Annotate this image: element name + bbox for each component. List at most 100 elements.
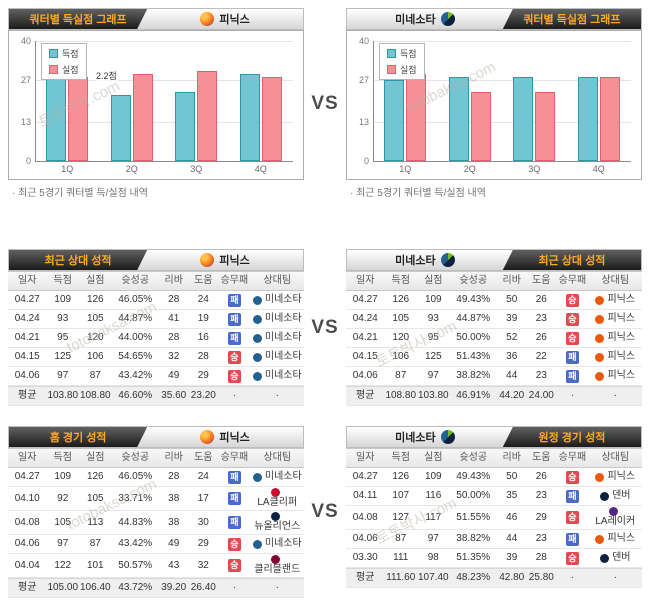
table-row: 04.27 109 126 46.05% 28 24 패 미네소타 — [8, 468, 304, 487]
fg-pct-cell: 46.05% — [118, 294, 153, 305]
scored-bar — [239, 74, 260, 161]
away-team-bar: 미네소타 — [347, 9, 503, 29]
column-header: 실점 — [86, 275, 105, 286]
conceded-bar — [261, 77, 282, 161]
points-against-cell: 126 — [86, 294, 104, 305]
result-badge: 패 — [565, 489, 579, 503]
opponent-cell: 피닉스 — [589, 530, 642, 548]
conceded-bar — [406, 74, 427, 161]
date-cell: 04.21 — [14, 332, 40, 343]
assists-cell: 29 — [197, 370, 209, 381]
date-cell: 04.21 — [352, 332, 378, 343]
result-badge: 승 — [565, 511, 579, 524]
y-axis-label: 27 — [20, 75, 31, 85]
column-header: 리바 — [502, 452, 521, 463]
column-header: 득점 — [53, 275, 72, 286]
away-venue-table: 토토박사.com 일자 득점 실점 슛성공 리바 도움 승무패 상대팀 04.27 126 109 4… — [346, 448, 642, 588]
points-cell: 109 — [54, 471, 72, 482]
assists-cell: 23 — [535, 533, 547, 544]
y-axis — [35, 41, 36, 161]
assists-cell: 29 — [197, 538, 209, 549]
section-title-bar: 쿼터별 득실점 그래프 — [502, 9, 641, 29]
opponent-name: 덴버 — [612, 552, 631, 563]
section-title: 홈 경기 성적 — [49, 432, 107, 444]
opponent-name: LA레이커 — [595, 516, 636, 527]
opponent-logo-icon — [252, 295, 262, 305]
date-cell: 04.04 — [14, 559, 40, 571]
column-header: 득점 — [53, 452, 72, 463]
points-against-cell: 113 — [87, 516, 104, 528]
assists-cell: 28 — [535, 552, 547, 563]
opponent-cell: 미네소타 — [251, 468, 304, 486]
assists-cell: 26 — [535, 294, 547, 305]
fg-pct-cell: 46.91% — [456, 390, 491, 401]
fg-pct-cell: 50.57% — [118, 559, 153, 571]
date-cell: 03.30 — [352, 552, 378, 563]
points-cell: 122 — [54, 559, 72, 571]
fg-pct-cell: 46.60% — [118, 390, 153, 401]
chart-footnote: · 최근 5경기 쿼터별 득/실점 내역 — [350, 188, 486, 199]
legend-swatch — [387, 49, 396, 58]
points-cell: 92 — [57, 492, 69, 504]
gridline — [373, 80, 631, 81]
table-row: 04.06 87 97 38.82% 44 23 패 피닉스 — [346, 530, 642, 549]
away-venue-panel: 미네소타 원정 경기 성적 토토박사.com 일자 득점 실점 슛성공 리바 도움 승무패 상… — [346, 426, 642, 598]
fg-pct-cell: 49.43% — [456, 471, 491, 482]
rebounds-cell: 49 — [168, 370, 180, 381]
opponent-cell: 미네소타 — [251, 348, 304, 366]
venue-record-section: 홈 경기 성적 피닉스 totobaksa.com 일자 득점 실점 슛성공 리바 도움 승… — [0, 426, 650, 598]
result-cell: 승 — [556, 329, 589, 347]
column-header: 리바 — [164, 452, 183, 463]
legend-item: 실점 — [49, 63, 79, 76]
result-badge: 승 — [565, 470, 579, 484]
rebounds-cell: 39 — [506, 552, 518, 563]
result-cell: 승 — [556, 291, 589, 309]
column-header: 슛성공 — [121, 452, 150, 463]
result-badge: 패 — [227, 470, 241, 484]
result-cell: 패 — [218, 468, 251, 486]
x-axis-label: 1Q — [61, 164, 74, 174]
opponent-logo-icon — [600, 491, 610, 501]
result-cell: 패 — [556, 487, 589, 505]
away-h2h-panel: 미네소타 최근 상대 성적 토토박사.com 일자 득점 실점 슛성공 리바 도움 승무패 상… — [346, 249, 642, 406]
x-axis-label: 3Q — [528, 164, 541, 174]
date-cell: 04.06 — [14, 538, 40, 549]
result-cell: 승 — [556, 549, 589, 567]
home-team-bar: 피닉스 — [147, 250, 303, 270]
gridline — [35, 80, 293, 81]
rebounds-cell: 38 — [168, 516, 180, 528]
opponent-cell: 미네소타 — [251, 535, 304, 553]
table-header-row: 일자 득점 실점 슛성공 리바 도움 승무패 상대팀 — [346, 271, 642, 291]
result-badge: 패 — [227, 331, 241, 345]
result-badge: 패 — [565, 350, 579, 364]
y-axis-label: 40 — [20, 36, 31, 46]
opponent-cell: 뉴올리언스 — [251, 511, 304, 534]
scored-bar — [46, 77, 67, 161]
result-cell: 패 — [556, 530, 589, 548]
away-quarter-panel: 미네소타 쿼터별 득실점 그래프 totobaksa.com 40 27 13 0 1Q… — [346, 8, 642, 199]
rebounds-cell: 50 — [506, 294, 518, 305]
points-against-cell: 105 — [86, 313, 104, 324]
opponent-cell: 클리블랜드 — [251, 554, 304, 577]
result-cell: 승 — [218, 367, 251, 385]
assists-cell: 24 — [197, 471, 209, 482]
opponent-name: 미네소타 — [264, 370, 302, 381]
opponent-logo-icon — [595, 472, 605, 482]
opponent-logo-icon — [271, 512, 281, 521]
opponent-cell: · — [275, 582, 279, 593]
gridline — [35, 122, 293, 123]
vs-label: VS — [311, 92, 339, 114]
result-badge: 승 — [565, 331, 579, 345]
opponent-logo-icon — [252, 314, 262, 324]
opponent-name: 미네소타 — [264, 351, 302, 362]
vs-label: VS — [311, 316, 339, 338]
opponent-cell: 미네소타 — [251, 329, 304, 347]
rebounds-cell: 43 — [168, 559, 180, 571]
opponent-name: 피닉스 — [607, 370, 636, 381]
opponent-cell: 미네소타 — [251, 367, 304, 385]
rebounds-cell: 28 — [168, 332, 180, 343]
points-against-cell: 98 — [427, 552, 439, 563]
fg-pct-cell: 44.83% — [118, 516, 153, 528]
points-against-cell: 103.80 — [417, 390, 449, 401]
result-badge: 승 — [565, 312, 579, 326]
